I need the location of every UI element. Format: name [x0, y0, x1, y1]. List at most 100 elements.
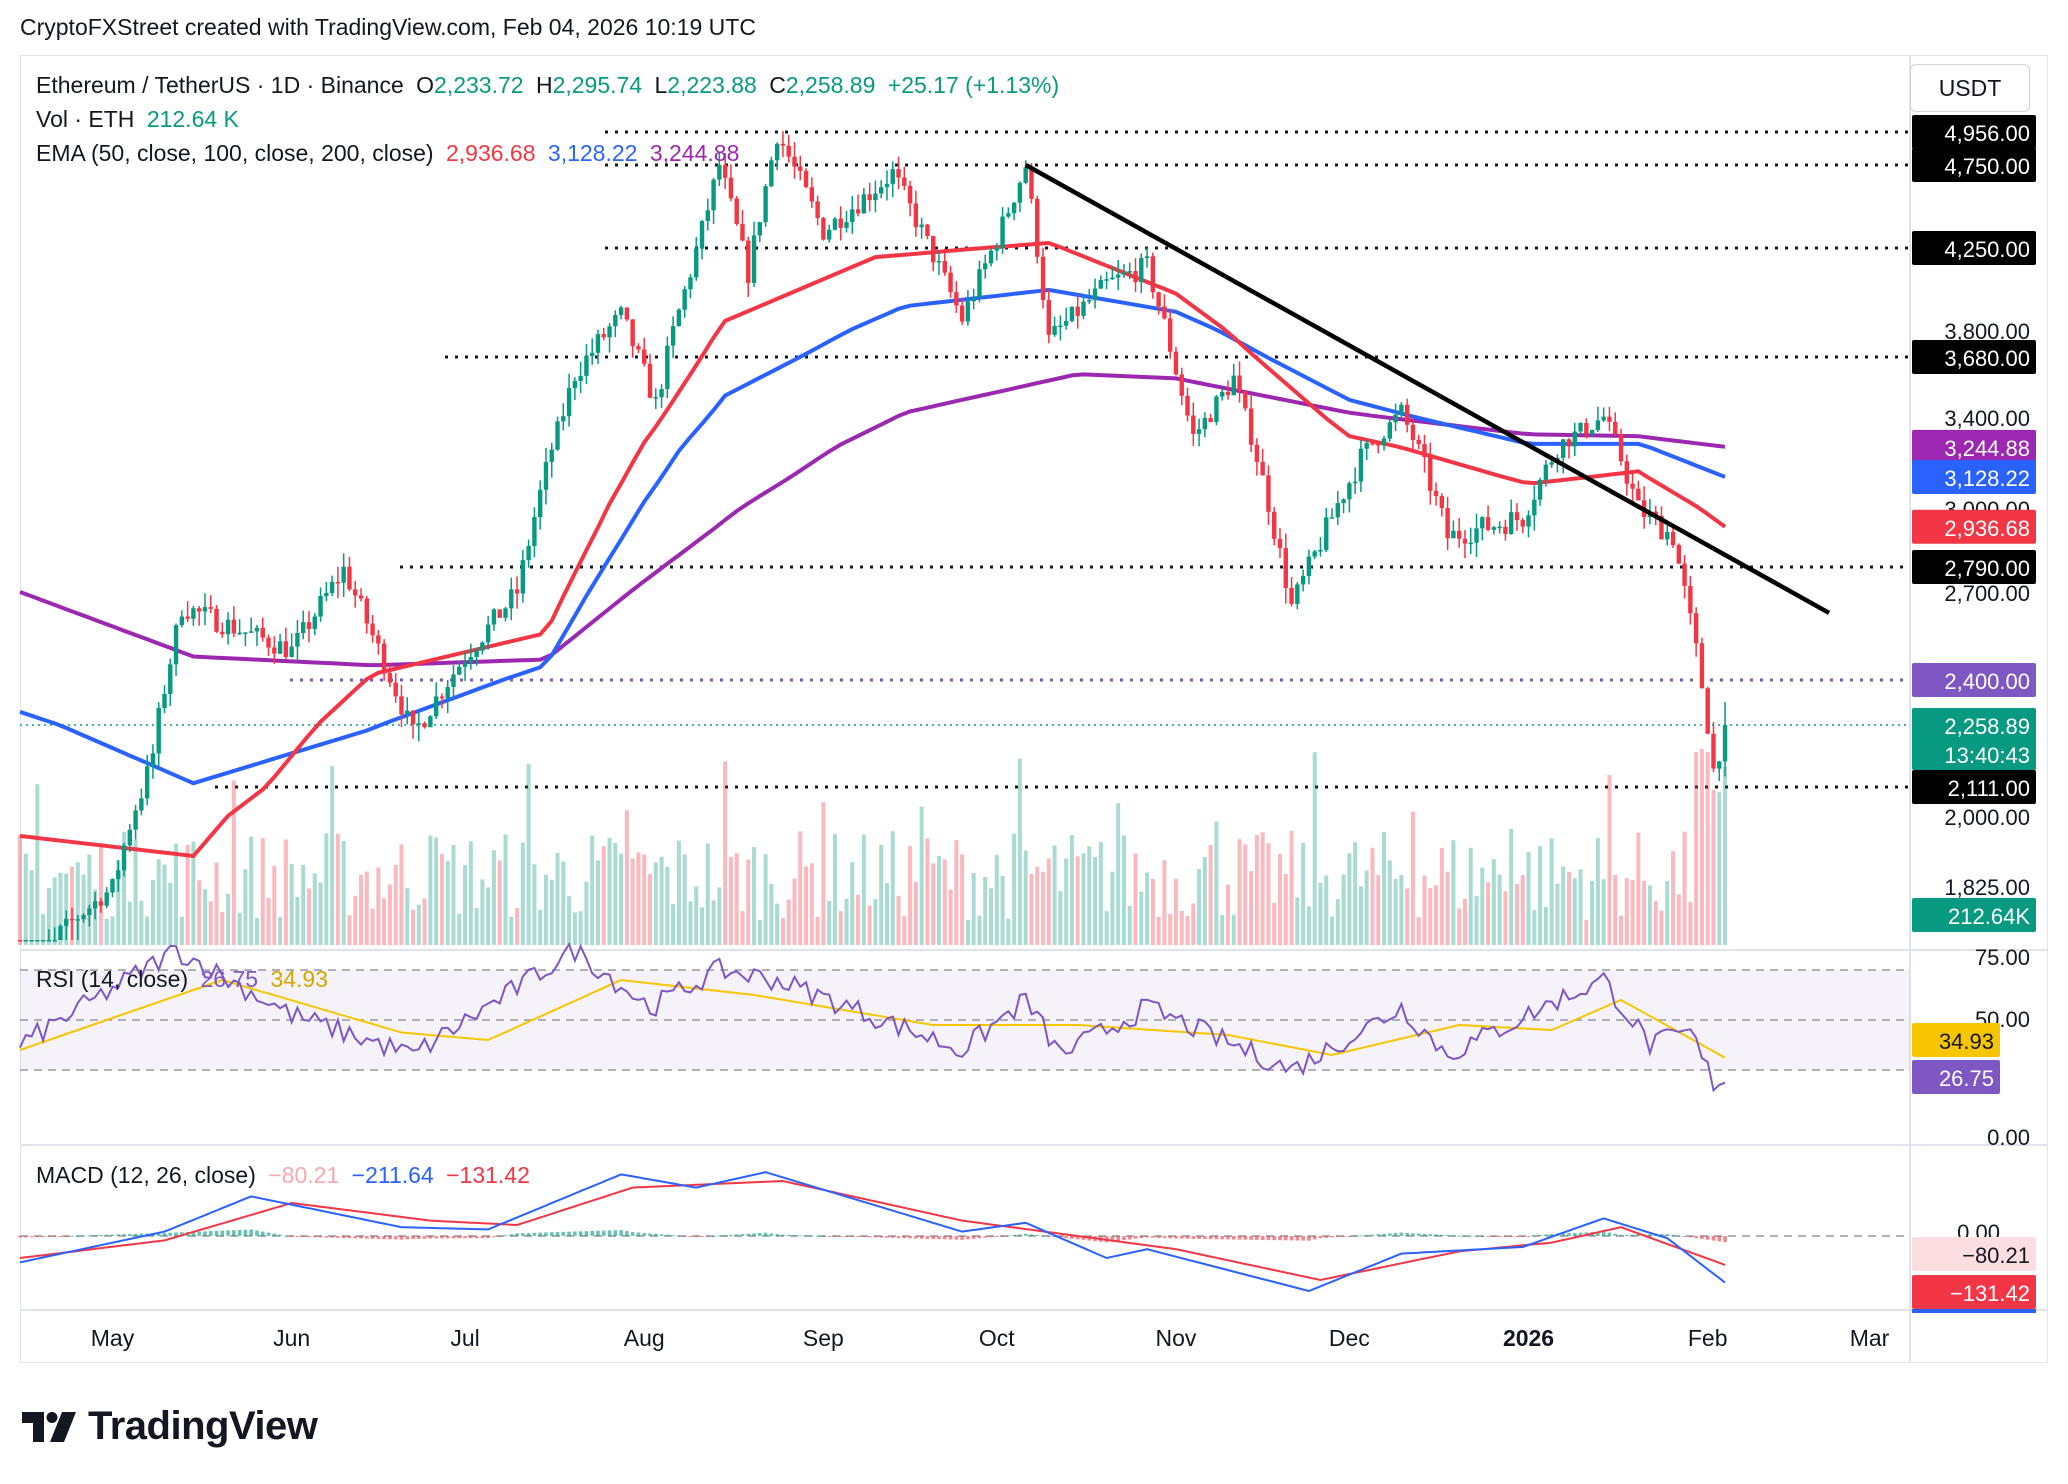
- macd-label[interactable]: MACD (12, 26, close): [36, 1162, 256, 1188]
- rsi-label[interactable]: RSI (14, close): [36, 966, 189, 992]
- macd-histogram-bar: [463, 1236, 467, 1239]
- volume-bar: [607, 837, 612, 945]
- macd-histogram-bar: [827, 1236, 831, 1237]
- volume-bar: [746, 859, 751, 945]
- candle-body: [509, 589, 514, 609]
- macd-histogram-bar: [122, 1234, 126, 1236]
- candle-body: [1480, 517, 1485, 529]
- candle-body: [266, 637, 271, 648]
- volume-bar: [364, 871, 369, 945]
- candle-body: [1705, 688, 1710, 734]
- price-axis-label: 3,800.00: [1944, 319, 2030, 344]
- macd-histogram-bar: [1376, 1234, 1381, 1236]
- candle-body: [92, 901, 98, 909]
- candle: [64, 910, 69, 940]
- macd-histogram-bar: [75, 1235, 80, 1237]
- macd-histogram-bar: [1266, 1236, 1271, 1241]
- macd-histogram-bar: [1081, 1236, 1086, 1240]
- ema100-line: [19, 287, 1726, 786]
- candle: [428, 715, 433, 728]
- volume-bar: [520, 842, 525, 945]
- candle-body: [1000, 216, 1005, 248]
- macd-histogram-bar: [393, 1236, 398, 1240]
- candle-body: [335, 581, 341, 584]
- candle: [1162, 294, 1167, 320]
- volume-bar: [81, 874, 86, 945]
- candle: [1526, 510, 1531, 538]
- macd-histogram-bar: [214, 1230, 219, 1236]
- candle-body: [1092, 288, 1098, 301]
- candle: [613, 310, 618, 338]
- volume-bar: [844, 898, 849, 945]
- volume-bar: [815, 916, 820, 945]
- volume-bar: [145, 916, 150, 945]
- volume-bar: [1382, 832, 1387, 945]
- candle-body: [913, 203, 919, 228]
- volume-bar: [1428, 888, 1433, 945]
- macd-histogram-bar: [29, 1236, 34, 1238]
- volume-bar: [653, 862, 658, 945]
- macd-histogram-bar: [249, 1229, 253, 1236]
- price-label-box: [1912, 148, 2036, 182]
- candle-body: [168, 664, 173, 694]
- candle: [1000, 207, 1005, 254]
- volume-bar: [405, 888, 410, 945]
- macd-value: −211.64: [351, 1162, 434, 1188]
- candle: [306, 611, 312, 643]
- volume-bar: [1659, 910, 1664, 945]
- volume-label[interactable]: Vol · ETH: [36, 106, 135, 132]
- candle-body: [121, 845, 127, 871]
- candle: [1410, 417, 1416, 453]
- time-axis-tick: Jun: [273, 1325, 310, 1351]
- candle-body: [1029, 167, 1034, 199]
- macd-histogram-bar: [133, 1233, 138, 1236]
- macd-histogram-bar: [890, 1236, 895, 1238]
- price-label-box: [1912, 770, 2036, 804]
- candle: [497, 609, 502, 618]
- candle-body: [1410, 424, 1416, 440]
- tradingview-logo[interactable]: TradingView: [22, 1404, 318, 1449]
- currency-unit-button[interactable]: USDT: [1910, 64, 2030, 112]
- candle: [1202, 412, 1208, 438]
- candle-body: [1312, 551, 1317, 557]
- macd-histogram-bar: [694, 1236, 699, 1237]
- volume-bar: [601, 846, 606, 945]
- candle: [46, 929, 52, 942]
- price-axis-label: 2,790.00: [1944, 556, 2030, 581]
- ema200-line: [19, 372, 1726, 668]
- macd-histogram-bar: [1723, 1236, 1727, 1243]
- candle: [185, 601, 190, 623]
- volume-bar: [98, 843, 103, 945]
- volume-bar: [1254, 835, 1259, 945]
- candle-body: [214, 608, 219, 632]
- candle-body: [358, 595, 364, 599]
- volume-bar: [1364, 870, 1369, 945]
- candle: [1589, 429, 1595, 437]
- candle: [1347, 481, 1352, 513]
- candle: [878, 180, 884, 199]
- volume-bar: [1173, 878, 1178, 945]
- candle: [682, 285, 687, 318]
- macd-histogram-bar: [376, 1236, 381, 1239]
- macd-histogram-bar: [573, 1231, 577, 1236]
- candle: [803, 168, 809, 189]
- candle-body: [144, 766, 150, 799]
- volume-bar: [1243, 844, 1248, 945]
- candle-body: [959, 305, 965, 322]
- macd-histogram-bar: [538, 1232, 542, 1236]
- candle: [1584, 418, 1589, 439]
- candle: [364, 595, 369, 634]
- ema-label[interactable]: EMA (50, close, 100, close, 200, close): [36, 140, 434, 166]
- candle: [75, 915, 80, 940]
- price-axis-label: 3,680.00: [1944, 346, 2030, 371]
- volume-bar: [1601, 879, 1606, 945]
- symbol-title[interactable]: Ethereum / TetherUS · 1D · Binance: [36, 72, 404, 98]
- candle-body: [792, 156, 797, 167]
- candle: [1104, 271, 1109, 290]
- candle: [896, 156, 901, 190]
- macd-histogram-bar: [318, 1236, 323, 1238]
- macd-histogram-bar: [1665, 1233, 1670, 1236]
- macd-histogram-bar: [180, 1232, 184, 1236]
- volume-bar: [1671, 851, 1676, 945]
